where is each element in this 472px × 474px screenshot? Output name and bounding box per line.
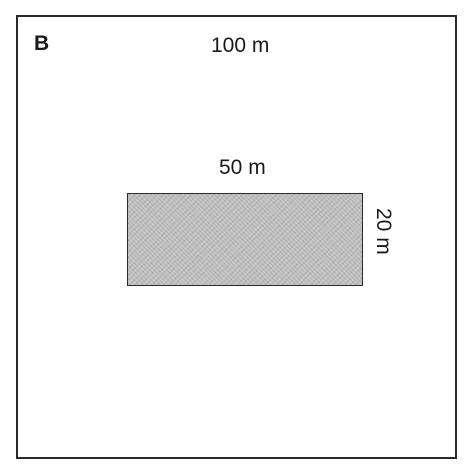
inner-rectangle-plot — [127, 193, 363, 286]
panel-letter: B — [34, 32, 50, 55]
outer-square-side-label: 100 m — [211, 34, 270, 57]
inner-rectangle-width-label: 50 m — [219, 156, 266, 179]
inner-rectangle-height-label: 20 m — [372, 208, 395, 255]
